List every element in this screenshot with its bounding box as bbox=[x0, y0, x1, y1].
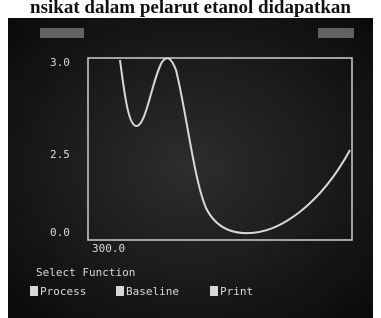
y-label: 3.0 bbox=[50, 56, 70, 69]
menu-key bbox=[116, 286, 124, 296]
page: nsikat dalam pelarut etanol didapatkan 3… bbox=[0, 0, 381, 318]
menu-item[interactable]: Print bbox=[220, 285, 253, 298]
menu-key bbox=[30, 286, 38, 296]
screen: 3.0 2.5 0.0 300.0 Select Function Proces… bbox=[0, 0, 381, 318]
status-left bbox=[40, 28, 84, 38]
menu-item[interactable]: Process bbox=[40, 285, 86, 298]
menu-key bbox=[210, 286, 218, 296]
menu-item[interactable]: Baseline bbox=[126, 285, 179, 298]
x-label: 300.0 bbox=[92, 242, 125, 255]
status-right bbox=[318, 28, 354, 38]
y-label: 0.0 bbox=[50, 226, 70, 239]
y-label: 2.5 bbox=[50, 148, 70, 161]
prompt: Select Function bbox=[36, 266, 135, 279]
